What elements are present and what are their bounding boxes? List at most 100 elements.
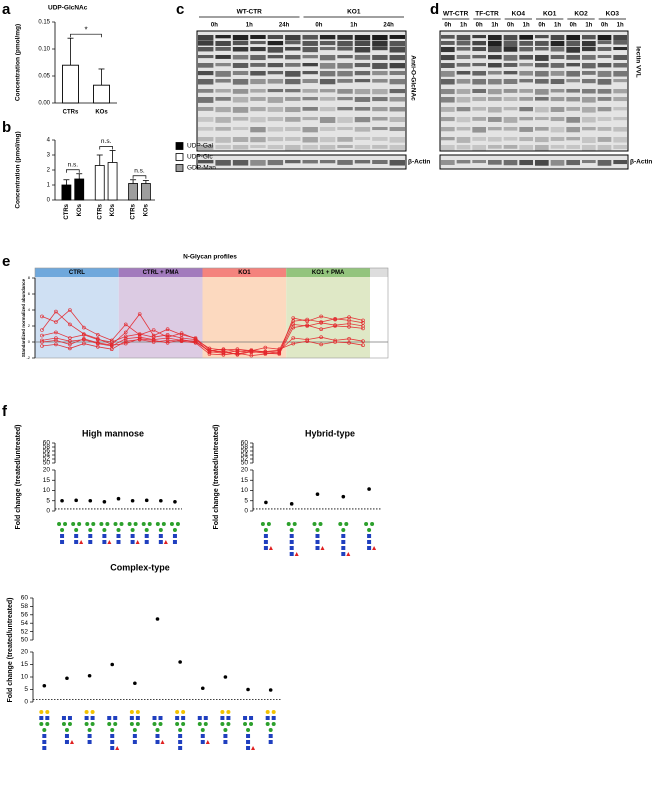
blot-band: [250, 145, 266, 149]
glycan-square: [178, 734, 183, 738]
time-label: 0h: [538, 23, 545, 29]
blot-band: [503, 97, 518, 101]
series-marker: [263, 350, 268, 355]
point: [74, 498, 78, 503]
panel-letter: b: [2, 119, 11, 136]
glycan-triangle: [69, 740, 74, 744]
blot-band: [372, 127, 388, 131]
glycan-circle: [135, 722, 140, 726]
blot-band: [354, 55, 371, 60]
bar: [93, 84, 110, 104]
blot-band: [389, 117, 405, 122]
glycan-square: [110, 746, 115, 750]
blot-band: [550, 55, 565, 60]
blot-band: [319, 145, 336, 150]
glycan-square: [289, 534, 294, 538]
blot-band: [354, 145, 371, 150]
glycan-square: [102, 540, 107, 544]
annotation: n.s.: [68, 161, 79, 168]
blot-band: [372, 63, 388, 69]
glycan-triangle: [107, 540, 112, 544]
blot-label: lectin VVL: [634, 46, 641, 77]
glycan-square: [42, 734, 47, 738]
glycan-triangle: [268, 546, 273, 550]
blot-band: [372, 71, 388, 76]
blot-band: [441, 55, 455, 61]
glycan-square: [129, 716, 134, 720]
series-marker: [361, 339, 365, 344]
series-marker: [207, 348, 212, 353]
glycan-circle: [178, 728, 183, 732]
glycan-circle: [220, 710, 225, 714]
blot-band: [488, 145, 502, 149]
y-tick-label: 54: [21, 620, 29, 627]
glycan-square: [315, 546, 320, 550]
blot-label: Anti-O-GlcNAc: [409, 55, 416, 101]
blot-band: [198, 55, 214, 59]
series-marker: [361, 326, 365, 331]
blot-band: [597, 137, 612, 142]
blot-band: [267, 71, 284, 75]
series-marker: [333, 324, 337, 328]
glycan-square: [315, 534, 320, 538]
chart-title: Hybrid-type: [305, 428, 355, 438]
glycan-square: [263, 540, 268, 544]
glycan-square: [87, 734, 92, 738]
glycan-square: [107, 716, 112, 720]
blot-band: [550, 97, 565, 102]
blot-band: [503, 35, 518, 41]
bracket: [132, 175, 147, 179]
blot-band: [198, 47, 214, 52]
y-tick-label: 52: [43, 456, 51, 463]
x-tick-label: KOs: [77, 203, 83, 216]
y-tick-label: 15: [241, 477, 249, 484]
blot-band: [232, 47, 249, 52]
glycan-square: [116, 534, 121, 538]
blot-band: [319, 127, 336, 131]
y-axis-label: Fold change (treated/untreated): [15, 424, 22, 529]
glycan-circle: [110, 728, 115, 732]
glycan-circle: [88, 528, 93, 532]
series-marker: [68, 342, 72, 347]
panel-letter: f: [2, 403, 8, 420]
blot-band: [441, 97, 455, 103]
series-line: [41, 336, 364, 353]
blot-band: [472, 117, 486, 121]
blot-band: [597, 127, 612, 131]
glycan-square: [102, 534, 107, 538]
blot-band: [215, 127, 231, 131]
glycan-square: [158, 716, 163, 720]
blot-band: [354, 107, 371, 111]
blot-band: [613, 127, 627, 132]
glycan-square: [155, 734, 160, 738]
blot-band: [198, 107, 214, 111]
annotation: n.s.: [101, 138, 112, 145]
blot-band: [488, 97, 502, 101]
series-marker: [165, 327, 170, 332]
series-marker: [151, 328, 156, 332]
glycan-circle: [243, 722, 248, 726]
blot-band: [472, 41, 486, 46]
blot-band: [354, 137, 371, 141]
glycan-square: [110, 734, 115, 738]
blot-band: [285, 71, 301, 77]
point: [264, 500, 268, 505]
blot-band: [488, 137, 502, 142]
glycan-circle: [39, 722, 44, 726]
series-marker: [40, 328, 44, 332]
x-tick-label: CTRs: [131, 203, 137, 219]
glycan-square: [84, 716, 89, 720]
y-tick-label: 58: [21, 603, 29, 610]
blot-band: [488, 47, 502, 53]
series-marker: [96, 340, 100, 345]
group-header: [202, 268, 287, 277]
annotation: n.s.: [134, 167, 145, 174]
blot-band: [472, 35, 486, 39]
blot-band: [519, 117, 533, 121]
blot-band: [285, 35, 301, 41]
legend-swatch: [175, 164, 184, 172]
glycan-square: [223, 734, 228, 738]
blot-band: [456, 71, 471, 75]
glycan-circle: [263, 528, 268, 532]
blot-band: [613, 160, 627, 165]
